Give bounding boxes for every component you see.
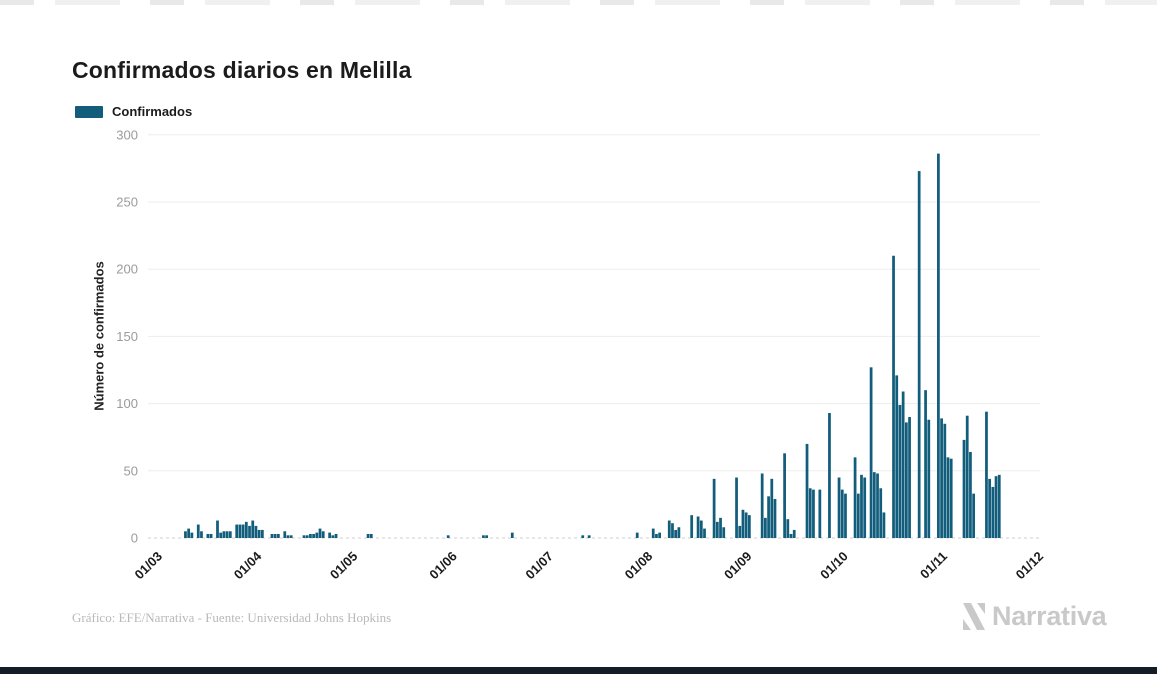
svg-text:250: 250 (116, 195, 138, 210)
svg-text:300: 300 (116, 127, 138, 142)
chart-title: Confirmados diarios en Melilla (72, 57, 412, 84)
svg-text:01/03: 01/03 (132, 549, 166, 583)
narrativa-n-icon (963, 603, 985, 630)
svg-text:200: 200 (116, 262, 138, 277)
svg-text:0: 0 (131, 531, 138, 546)
svg-text:01/12: 01/12 (1013, 549, 1047, 583)
source-credit: Gráfico: EFE/Narrativa - Fuente: Univers… (72, 610, 392, 625)
svg-text:01/08: 01/08 (622, 549, 656, 583)
svg-text:50: 50 (124, 463, 138, 478)
svg-text:01/05: 01/05 (327, 549, 361, 583)
legend-label: Confirmados (112, 104, 193, 119)
svg-text:100: 100 (116, 396, 138, 411)
bottom-edge-bar (0, 667, 1157, 674)
svg-text:150: 150 (116, 329, 138, 344)
legend-item-confirmados[interactable]: Confirmados (75, 104, 192, 119)
svg-text:01/10: 01/10 (817, 549, 851, 583)
svg-text:01/11: 01/11 (917, 549, 950, 582)
svg-text:01/04: 01/04 (231, 548, 265, 582)
legend-swatch (75, 105, 103, 118)
top-edge-decoration (0, 0, 1157, 5)
svg-text:01/06: 01/06 (426, 549, 460, 583)
svg-text:01/07: 01/07 (522, 549, 556, 583)
narrativa-logo-text: Narrativa (992, 601, 1107, 631)
svg-text:01/09: 01/09 (721, 549, 755, 583)
narrativa-logo: Narrativa (962, 601, 1107, 632)
